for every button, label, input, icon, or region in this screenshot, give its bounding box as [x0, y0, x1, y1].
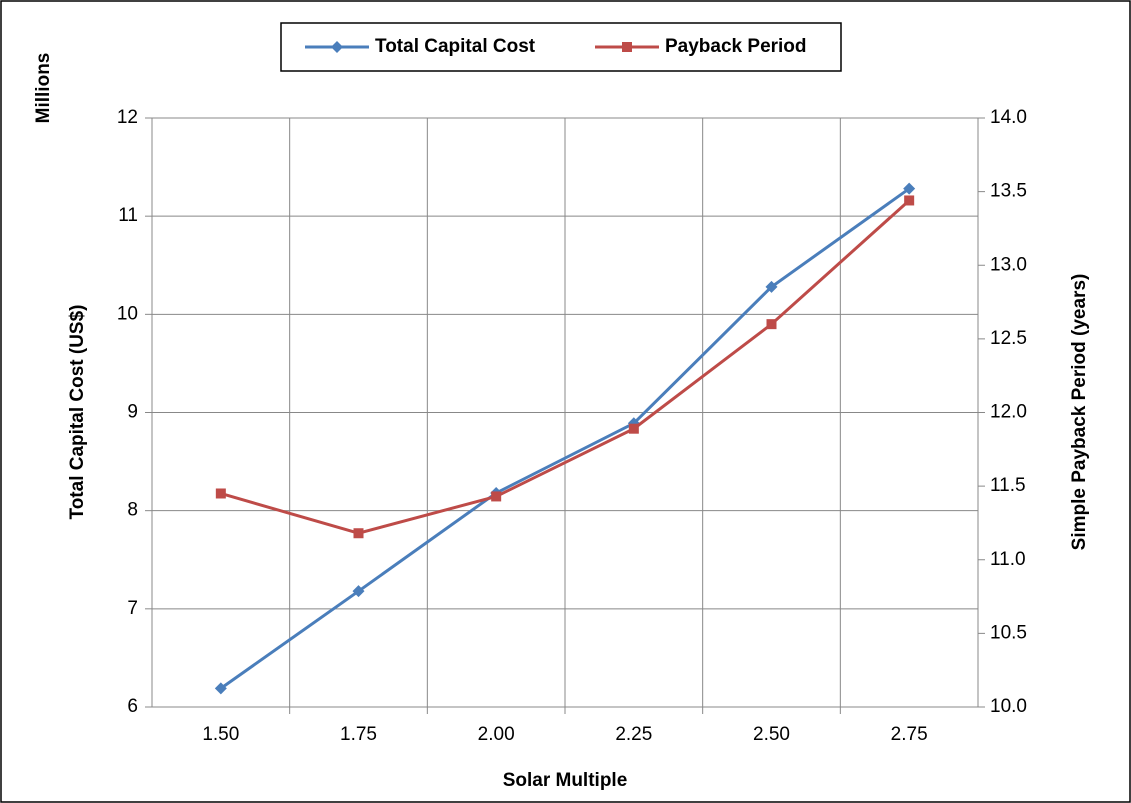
y-tick-label: 8	[127, 500, 138, 521]
y-tick-label: 11	[118, 205, 138, 226]
y-tick-label: 10	[117, 303, 138, 324]
y2-tick-label: 11.0	[990, 549, 1026, 570]
point-marker	[628, 423, 639, 434]
y2-tick-label: 12.5	[990, 328, 1027, 349]
point-marker	[491, 491, 502, 502]
y2-tick-label: 12.0	[990, 402, 1027, 423]
x-tick-label: 2.25	[615, 724, 652, 745]
point-marker	[904, 195, 915, 206]
y2-axis-title: Simple Payback Period (years)	[1069, 274, 1090, 551]
legend-box	[280, 22, 842, 72]
y2-tick-label: 13.5	[990, 181, 1027, 202]
point-marker	[765, 280, 778, 293]
y2-tick-label: 10.5	[990, 622, 1027, 643]
series-line	[220, 199, 911, 535]
y2-tick-label: 11.5	[990, 475, 1026, 496]
x-tick-label: 1.50	[202, 724, 239, 745]
y-tick-label: 9	[127, 402, 138, 423]
point-marker	[331, 41, 343, 53]
x-tick-label: 2.75	[891, 724, 928, 745]
legend-label: Total Capital Cost	[375, 36, 536, 57]
series-line	[219, 187, 911, 690]
y2-tick-label: 14.0	[990, 107, 1027, 128]
y-tick-label: 12	[117, 107, 138, 128]
y-tick-label: 6	[127, 696, 138, 717]
x-tick-label: 1.75	[340, 724, 377, 745]
point-marker	[214, 682, 227, 695]
y-tick-label: 7	[127, 598, 138, 619]
legend-label: Payback Period	[665, 36, 807, 57]
x-tick-label: 2.00	[478, 724, 515, 745]
point-marker	[352, 585, 365, 598]
point-marker	[903, 182, 916, 195]
y-axis-title: Total Capital Cost (US$)	[67, 305, 88, 520]
x-tick-label: 2.50	[753, 724, 790, 745]
y2-tick-label: 10.0	[990, 696, 1027, 717]
point-marker	[766, 319, 777, 330]
point-marker	[215, 488, 226, 499]
x-axis-title: Solar Multiple	[503, 770, 628, 791]
point-marker	[353, 528, 364, 539]
y-unit-label: Millions	[33, 53, 54, 124]
y2-tick-label: 13.0	[990, 254, 1027, 275]
point-marker	[622, 42, 632, 52]
